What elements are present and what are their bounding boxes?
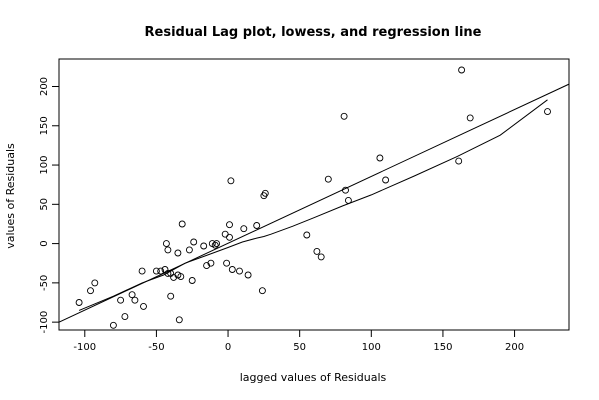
data-point bbox=[138, 267, 146, 275]
data-point bbox=[324, 175, 332, 183]
data-point bbox=[244, 271, 252, 279]
plot-frame bbox=[58, 58, 570, 331]
data-point bbox=[226, 233, 233, 241]
data-point bbox=[175, 316, 183, 324]
data-point bbox=[140, 302, 147, 310]
data-point bbox=[226, 221, 233, 229]
y-tick-label: 0 bbox=[39, 240, 50, 246]
data-point bbox=[342, 186, 349, 194]
data-point bbox=[167, 292, 175, 300]
data-point bbox=[164, 269, 172, 277]
data-point bbox=[200, 242, 208, 250]
data-point bbox=[466, 114, 474, 122]
x-axis: -100 -50 0 50 100 150 200 bbox=[73, 330, 524, 353]
y-tick-label: -50 bbox=[39, 275, 50, 291]
data-point bbox=[376, 154, 384, 162]
data-point bbox=[228, 266, 236, 273]
data-point bbox=[188, 277, 196, 284]
data-point bbox=[190, 238, 198, 246]
y-tick-label: 50 bbox=[39, 198, 50, 211]
data-point bbox=[236, 267, 243, 275]
x-tick-label: -100 bbox=[73, 342, 96, 353]
data-point bbox=[164, 246, 172, 254]
data-point bbox=[121, 313, 129, 321]
data-point bbox=[185, 246, 193, 254]
y-axis: -100 -50 0 50 100 150 200 bbox=[39, 77, 59, 334]
data-point bbox=[261, 189, 269, 197]
data-point bbox=[544, 108, 551, 116]
data-point bbox=[340, 112, 348, 120]
data-point bbox=[87, 287, 94, 295]
data-point bbox=[207, 259, 215, 267]
data-point bbox=[344, 196, 352, 204]
data-point bbox=[152, 267, 160, 275]
data-point bbox=[211, 241, 219, 249]
data-point bbox=[240, 225, 248, 233]
data-point bbox=[177, 273, 185, 281]
x-tick-label: 0 bbox=[225, 342, 231, 353]
data-point bbox=[223, 259, 231, 267]
data-point bbox=[227, 177, 235, 185]
data-point bbox=[178, 220, 186, 228]
y-tick-label: -100 bbox=[39, 311, 50, 334]
x-tick-label: 50 bbox=[293, 342, 306, 353]
data-point bbox=[91, 279, 99, 287]
x-tick-label: -50 bbox=[148, 342, 164, 353]
data-point bbox=[174, 249, 182, 257]
data-point bbox=[317, 253, 325, 261]
data-point bbox=[131, 296, 139, 304]
x-tick-label: 150 bbox=[433, 342, 452, 353]
y-tick-label: 100 bbox=[39, 155, 50, 174]
y-axis-label: values of Residuals bbox=[4, 143, 17, 249]
data-point bbox=[109, 321, 117, 329]
data-point bbox=[458, 66, 466, 74]
data-point bbox=[313, 247, 321, 255]
chart-title: Residual Lag plot, lowess, and regressio… bbox=[145, 25, 482, 40]
data-point bbox=[75, 299, 83, 306]
data-point bbox=[455, 157, 463, 165]
y-tick-label: 200 bbox=[39, 77, 50, 96]
data-point bbox=[128, 291, 136, 299]
data-point bbox=[117, 296, 125, 304]
x-tick-label: 100 bbox=[362, 342, 381, 353]
data-point bbox=[382, 176, 390, 184]
data-point bbox=[213, 240, 221, 248]
data-point bbox=[253, 222, 261, 229]
data-point bbox=[221, 230, 229, 238]
x-axis-label: lagged values of Residuals bbox=[240, 371, 387, 384]
lowess-line bbox=[78, 99, 548, 311]
data-point bbox=[303, 231, 311, 239]
data-point bbox=[162, 240, 170, 248]
x-tick-label: 200 bbox=[505, 342, 524, 353]
y-tick-label: 150 bbox=[39, 116, 50, 135]
data-point bbox=[258, 287, 266, 295]
data-point bbox=[157, 267, 165, 275]
plot-area bbox=[59, 66, 569, 329]
